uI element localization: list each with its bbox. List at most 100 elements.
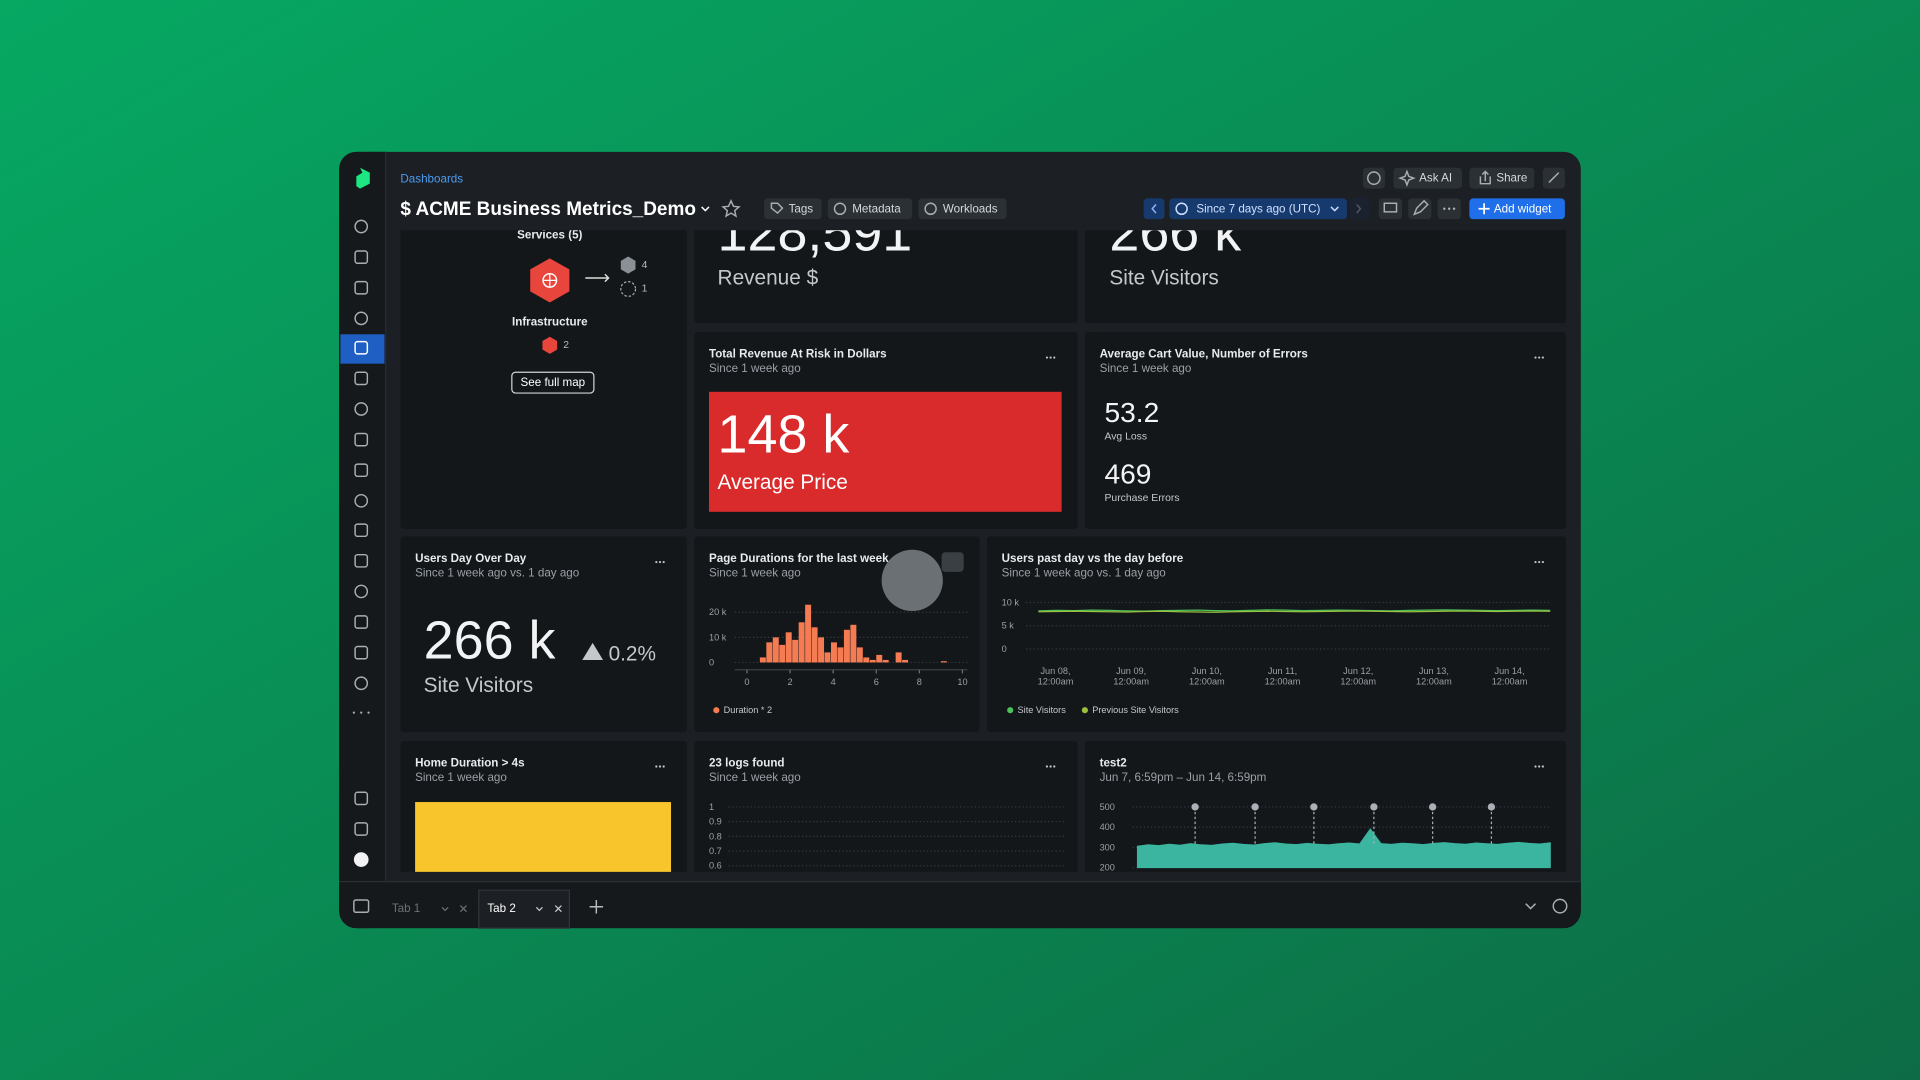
see-full-map-label: See full map bbox=[521, 376, 586, 389]
histogram-bar bbox=[843, 629, 850, 663]
histogram-bar bbox=[863, 657, 870, 663]
add-widget-button[interactable] bbox=[1469, 198, 1565, 220]
help-button[interactable] bbox=[1362, 167, 1385, 189]
metadata-label: Metadata bbox=[852, 202, 901, 215]
widget-menu-dot bbox=[1534, 560, 1537, 564]
time-picker[interactable] bbox=[1169, 198, 1347, 220]
widget-menu-dot bbox=[1534, 765, 1537, 768]
widget-subtitle: Since 1 week ago bbox=[1100, 362, 1192, 375]
event-dot bbox=[1310, 803, 1318, 811]
widget-subtitle: Since 1 week ago vs. 1 day ago bbox=[415, 567, 579, 580]
see-full-map-button[interactable] bbox=[511, 371, 595, 394]
widget-menu-dot bbox=[662, 765, 665, 768]
x-tick-label: Jun 09, bbox=[1116, 666, 1146, 676]
nav-more bbox=[367, 711, 370, 714]
cursor-highlight bbox=[881, 549, 943, 612]
y-tick-label: 500 bbox=[1100, 802, 1115, 812]
widget-menu-dot bbox=[1049, 356, 1052, 359]
widget-panel bbox=[986, 536, 1567, 733]
charts: 0 10 k 20 k 0 2 4 6 8 10 Duration * 2 0 5 k 10 k Jun … bbox=[709, 597, 1551, 872]
widget-menu-dot bbox=[1045, 356, 1049, 359]
histogram-bar bbox=[882, 659, 889, 663]
workloads-label: Workloads bbox=[943, 202, 998, 215]
ask-ai-button[interactable] bbox=[1393, 167, 1463, 189]
tv-mode-button[interactable] bbox=[1378, 198, 1403, 220]
nav-icon bbox=[354, 584, 369, 599]
metric-label: Avg Loss bbox=[1104, 432, 1147, 443]
widget-title: 23 logs found bbox=[709, 756, 785, 769]
tab-controls[interactable] bbox=[441, 905, 467, 913]
x-tick-label: 10 bbox=[957, 677, 967, 687]
event-dot bbox=[1428, 803, 1437, 811]
nav-icon bbox=[354, 219, 369, 234]
line-series bbox=[1038, 609, 1551, 612]
widget-menu-dot bbox=[658, 560, 662, 564]
tags-label: Tags bbox=[789, 202, 814, 215]
billboard-label: Average Price bbox=[718, 471, 848, 494]
widget-panel bbox=[694, 740, 1078, 872]
trend-up bbox=[582, 642, 604, 660]
breadcrumb[interactable]: Dashboards bbox=[400, 172, 463, 185]
active-tab[interactable] bbox=[478, 889, 570, 929]
histogram-bar bbox=[876, 654, 883, 663]
active-nav[interactable] bbox=[340, 334, 385, 364]
y-tick-label: 300 bbox=[1100, 842, 1115, 852]
histogram-bar bbox=[902, 659, 909, 663]
tab-label[interactable]: Tab 1 bbox=[392, 902, 420, 915]
avatar bbox=[353, 852, 369, 867]
x-tick-label: 12:00am bbox=[1416, 676, 1452, 686]
nav-icon bbox=[354, 615, 369, 629]
y-tick-label: 5 k bbox=[1002, 621, 1015, 631]
billboard-label: Site Visitors bbox=[1109, 266, 1218, 289]
widget-subtitle: Since 1 week ago bbox=[709, 362, 801, 375]
next-range[interactable] bbox=[1349, 198, 1369, 220]
help-icon[interactable] bbox=[1552, 898, 1568, 914]
x-tick-label: Jun 11, bbox=[1268, 666, 1297, 676]
widget-menu-button[interactable] bbox=[941, 552, 964, 572]
star[interactable] bbox=[721, 199, 741, 218]
billboard-value: 128,591 bbox=[718, 203, 913, 263]
histogram-bar bbox=[785, 632, 792, 663]
x-tick-label: 4 bbox=[831, 677, 836, 687]
billboard bbox=[415, 802, 672, 872]
x-tick-label: 2 bbox=[787, 677, 792, 687]
x-tick-label: 8 bbox=[917, 677, 922, 687]
widget-menu-dot bbox=[1538, 560, 1541, 564]
histogram-bar bbox=[856, 647, 863, 663]
widget-subtitle: Since 1 week ago vs. 1 day ago bbox=[1002, 567, 1166, 580]
histogram-bar bbox=[830, 642, 837, 663]
histogram-bar bbox=[837, 647, 844, 663]
dashboard-title[interactable]: $ ACME Business Metrics_Demo bbox=[400, 199, 696, 220]
workloads-button[interactable] bbox=[918, 198, 1007, 220]
collapse-icon[interactable] bbox=[1525, 903, 1537, 910]
new-tab[interactable] bbox=[589, 900, 604, 914]
widget-title: Users past day vs the day before bbox=[1002, 552, 1184, 565]
histogram-bar bbox=[805, 604, 812, 663]
globe-lines bbox=[543, 273, 557, 288]
change-value: 0.2% bbox=[609, 642, 656, 665]
nav-icon bbox=[354, 250, 369, 264]
widget-menu-dot bbox=[1538, 765, 1541, 768]
terminal-icon[interactable] bbox=[353, 899, 370, 913]
widget-menu-dot bbox=[1053, 356, 1056, 359]
tab-controls[interactable] bbox=[535, 905, 562, 913]
edit-button[interactable] bbox=[1408, 198, 1432, 220]
logo[interactable] bbox=[356, 167, 370, 189]
billboard-label: Revenue $ bbox=[718, 266, 819, 289]
histogram-bar bbox=[895, 652, 902, 663]
x-tick-label: Jun 10, bbox=[1192, 666, 1222, 676]
metadata-button[interactable] bbox=[827, 198, 913, 220]
histogram-bar bbox=[798, 622, 805, 663]
unknown-icon bbox=[620, 281, 637, 297]
title-chevron[interactable] bbox=[701, 206, 710, 212]
billboard-label: Site Visitors bbox=[424, 674, 533, 697]
prev-range[interactable] bbox=[1143, 198, 1165, 220]
link-icon bbox=[1548, 172, 1560, 183]
x-tick-label: 12:00am bbox=[1189, 676, 1225, 686]
widget-menu-dot bbox=[658, 765, 662, 768]
ask-ai-label: Ask AI bbox=[1419, 172, 1452, 185]
y-tick-label: 0.6 bbox=[709, 861, 722, 871]
histogram-bar bbox=[766, 642, 773, 663]
add-widget-label: Add widget bbox=[1494, 202, 1552, 215]
